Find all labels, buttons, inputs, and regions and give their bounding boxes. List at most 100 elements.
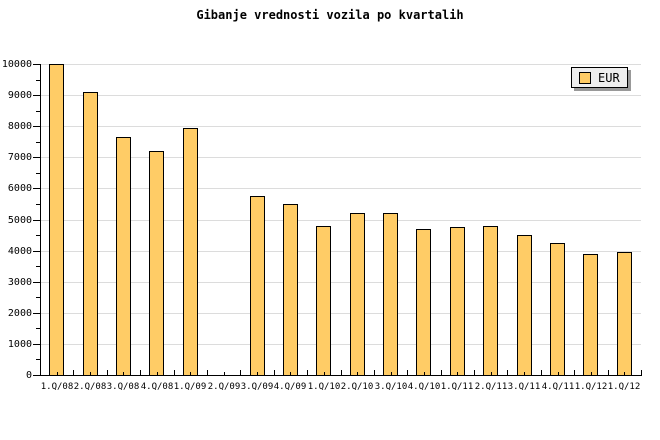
x-minor-tick	[558, 372, 559, 375]
x-major-tick	[174, 370, 175, 375]
y-minor-tick	[36, 359, 40, 360]
y-minor-tick	[36, 266, 40, 267]
bar-2.Q/11	[483, 226, 498, 375]
bar-1.Q/08	[49, 64, 64, 375]
bar-4.Q/08	[149, 151, 164, 375]
y-major-tick	[33, 220, 40, 221]
y-tick-label: 2000	[7, 308, 32, 319]
x-tick-label: 1.Q/08	[40, 382, 74, 392]
y-tick-label: 6000	[7, 183, 32, 194]
x-axis-line	[40, 375, 642, 376]
x-major-tick	[341, 370, 342, 375]
y-major-tick	[33, 126, 40, 127]
bar-1.Q/12	[583, 254, 598, 375]
y-gridline	[40, 344, 641, 345]
y-tick-label: 8000	[7, 121, 32, 132]
bar-1.Q/11	[450, 227, 465, 375]
y-tick-label: 10000	[1, 59, 32, 70]
bar-1.Q/12	[617, 252, 632, 375]
x-major-tick	[441, 370, 442, 375]
x-minor-tick	[257, 372, 258, 375]
x-minor-tick	[224, 372, 225, 375]
y-tick-label: 0	[25, 370, 32, 381]
y-major-tick	[33, 64, 40, 65]
x-major-tick	[608, 370, 609, 375]
y-tick-label: 3000	[7, 277, 32, 288]
y-minor-tick	[36, 80, 40, 81]
y-minor-tick	[36, 297, 40, 298]
x-major-tick	[574, 370, 575, 375]
x-tick-label: 4.Q/09	[273, 382, 307, 392]
y-gridline	[40, 220, 641, 221]
x-major-tick	[374, 370, 375, 375]
y-gridline	[40, 251, 641, 252]
bar-3.Q/09	[250, 196, 265, 375]
x-tick-label: 1.Q/09	[173, 382, 207, 392]
x-tick-label: 1.Q/12	[607, 382, 641, 392]
bar-4.Q/09	[283, 204, 298, 375]
bar-3.Q/10	[383, 213, 398, 375]
x-minor-tick	[290, 372, 291, 375]
x-tick-label: 3.Q/11	[507, 382, 541, 392]
chart-title: Gibanje vrednosti vozila po kvartalih	[196, 8, 464, 22]
y-minor-tick	[36, 204, 40, 205]
x-minor-tick	[324, 372, 325, 375]
y-major-tick	[33, 344, 40, 345]
y-gridline	[40, 126, 641, 127]
x-minor-tick	[123, 372, 124, 375]
x-major-tick	[140, 370, 141, 375]
y-gridline	[40, 313, 641, 314]
x-tick-label: 1.Q/12	[574, 382, 608, 392]
bar-3.Q/08	[116, 137, 131, 375]
x-tick-label: 4.Q/10	[407, 382, 441, 392]
y-tick-label: 7000	[7, 152, 32, 163]
y-major-tick	[33, 375, 40, 376]
y-major-tick	[33, 95, 40, 96]
x-major-tick	[107, 370, 108, 375]
x-tick-label: 3.Q/08	[106, 382, 140, 392]
y-minor-tick	[36, 142, 40, 143]
x-tick-label: 2.Q/11	[474, 382, 508, 392]
y-gridline	[40, 188, 641, 189]
y-gridline	[40, 157, 641, 158]
y-minor-tick	[36, 235, 40, 236]
y-major-tick	[33, 313, 40, 314]
bar-1.Q/10	[316, 226, 331, 375]
y-axis-line	[40, 64, 41, 376]
y-gridline	[40, 282, 641, 283]
x-minor-tick	[90, 372, 91, 375]
legend-box: EUR	[571, 67, 628, 88]
x-tick-label: 2.Q/08	[73, 382, 107, 392]
x-minor-tick	[391, 372, 392, 375]
y-major-tick	[33, 251, 40, 252]
bar-2.Q/08	[83, 92, 98, 375]
bar-2.Q/10	[350, 213, 365, 375]
bar-3.Q/11	[517, 235, 532, 375]
x-tick-label: 3.Q/09	[240, 382, 274, 392]
x-minor-tick	[157, 372, 158, 375]
y-major-tick	[33, 157, 40, 158]
x-minor-tick	[491, 372, 492, 375]
y-tick-label: 4000	[7, 246, 32, 257]
x-tick-label: 4.Q/08	[140, 382, 174, 392]
x-minor-tick	[591, 372, 592, 375]
y-tick-label: 9000	[7, 90, 32, 101]
x-major-tick	[541, 370, 542, 375]
x-major-tick	[240, 370, 241, 375]
x-minor-tick	[424, 372, 425, 375]
x-tick-label: 3.Q/10	[374, 382, 408, 392]
x-tick-label: 1.Q/10	[307, 382, 341, 392]
bar-1.Q/09	[183, 128, 198, 375]
x-minor-tick	[524, 372, 525, 375]
y-tick-label: 5000	[7, 215, 32, 226]
y-major-tick	[33, 282, 40, 283]
x-minor-tick	[190, 372, 191, 375]
x-minor-tick	[57, 372, 58, 375]
y-minor-tick	[36, 328, 40, 329]
legend-series-label: EUR	[598, 70, 620, 85]
x-major-tick	[40, 370, 41, 375]
y-minor-tick	[36, 111, 40, 112]
x-major-tick	[641, 370, 642, 375]
x-major-tick	[474, 370, 475, 375]
